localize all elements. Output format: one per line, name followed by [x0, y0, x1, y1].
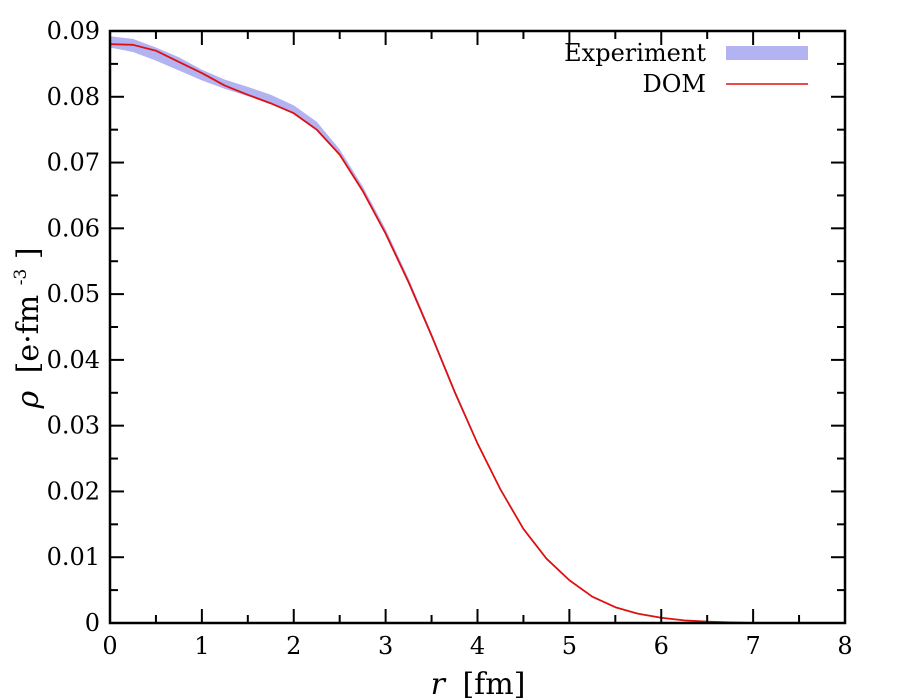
legend: Experiment DOM: [564, 39, 808, 98]
x-axis-unit: [fm]: [462, 667, 525, 700]
legend-label-experiment: Experiment: [564, 39, 706, 67]
x-axis-symbol: r: [431, 667, 447, 700]
y-tick-label: 0.09: [47, 17, 100, 45]
y-tick-label: 0.04: [47, 346, 100, 374]
x-tick-label: 1: [194, 632, 209, 660]
legend-label-dom: DOM: [643, 70, 707, 98]
y-tick-label: 0.05: [47, 280, 100, 308]
y-axis-unit-close: ]: [11, 247, 46, 259]
x-tick-label: 5: [562, 632, 577, 660]
plot-frame: [108, 29, 847, 625]
x-tick-label: 8: [837, 632, 852, 660]
x-tick-label: 2: [286, 632, 301, 660]
axis-ticks: 0 1 2 3 4 5 6 7 8 0 0.01 0.02 0.03 0.04 0.05 0.06 0.07 0.…: [47, 17, 853, 660]
y-axis-label: ρ [e·fm -3 ]: [0, 247, 46, 409]
x-tick-label: 0: [102, 632, 117, 660]
experiment-band: [110, 36, 478, 446]
y-axis-unit-exponent: -3: [11, 269, 31, 286]
y-tick-label: 0.01: [47, 543, 100, 571]
plot-area: [109, 36, 754, 624]
y-axis-symbol: ρ: [11, 391, 46, 410]
dom-line: [109, 43, 754, 624]
y-tick-label: 0: [85, 609, 100, 637]
y-tick-label: 0.06: [47, 214, 100, 242]
y-tick-label: 0.08: [47, 83, 100, 111]
x-tick-label: 3: [378, 632, 393, 660]
y-tick-label: 0.07: [47, 149, 100, 177]
legend-swatch-experiment: [726, 46, 808, 60]
y-axis-unit: [e·fm: [11, 295, 46, 374]
y-tick-label: 0.02: [47, 477, 100, 505]
x-tick-label: 7: [745, 632, 760, 660]
x-tick-label: 6: [654, 632, 669, 660]
x-tick-label: 4: [470, 632, 485, 660]
x-axis-label: r [fm]: [431, 667, 526, 700]
y-tick-label: 0.03: [47, 412, 100, 440]
